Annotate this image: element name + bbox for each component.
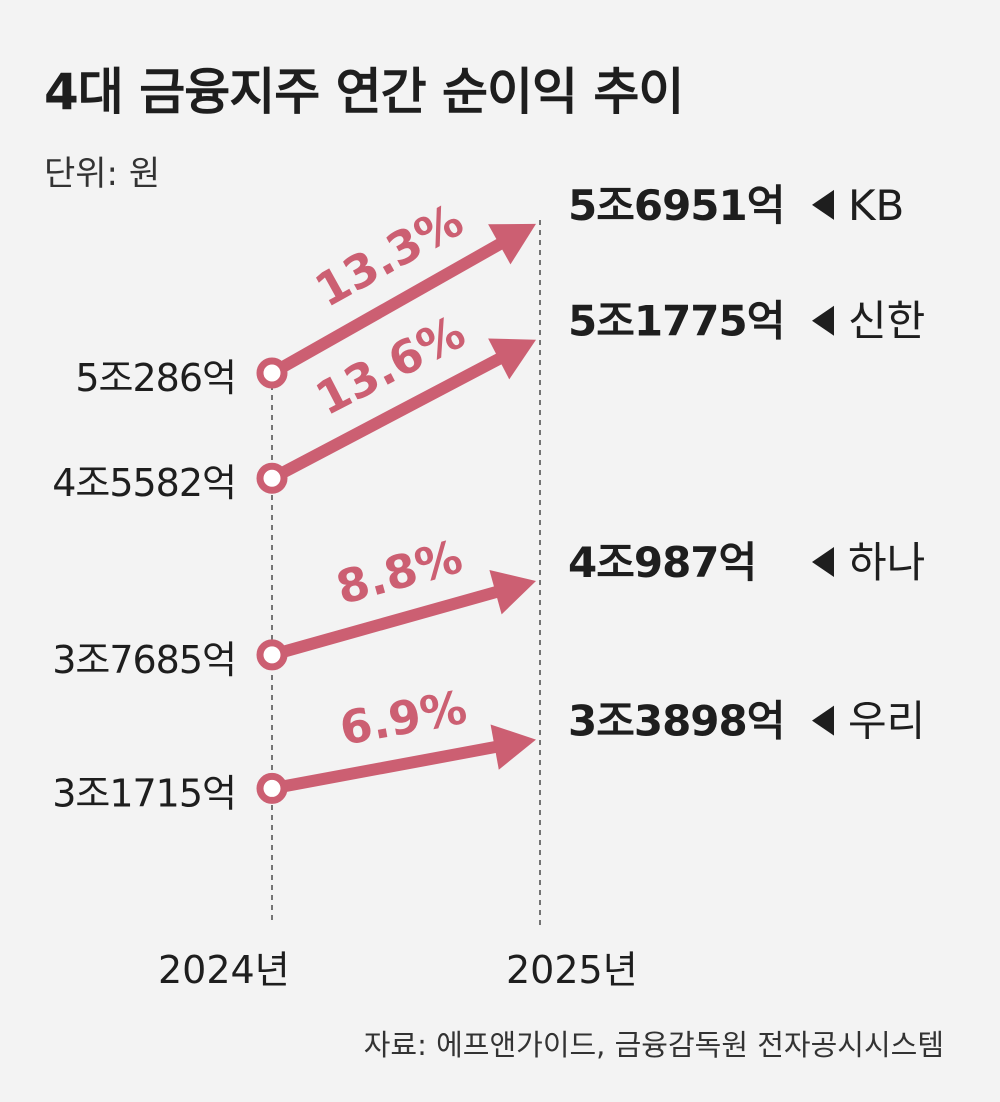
series-3-arrow-line bbox=[283, 585, 501, 657]
x-axis-label-2024: 2024년 bbox=[158, 948, 290, 992]
series-1-pointer-icon bbox=[812, 189, 834, 220]
series-3-label-2025: 4조987억 bbox=[568, 538, 756, 587]
source-note: 자료: 에프앤가이드, 금융감독원 전자공시시스템 bbox=[363, 1028, 944, 1062]
series-3-name: 하나 bbox=[848, 538, 925, 587]
series-4-name: 우리 bbox=[848, 697, 925, 746]
series-2-label-2024: 4조5582억 bbox=[52, 461, 236, 505]
series-4-arrow-line bbox=[284, 740, 500, 792]
chart-title: 4대 금융지주 연간 순이익 추이 bbox=[44, 63, 684, 121]
series-4-arrow-head bbox=[490, 724, 536, 770]
series-2-point-2024 bbox=[256, 462, 288, 494]
series-2-name: 신한 bbox=[848, 297, 925, 346]
series-1-change-label: 13.3% bbox=[306, 193, 472, 318]
series-1-point-2024 bbox=[256, 357, 288, 389]
chart-canvas: 2024년 2025년 5조286억 13.3% 5조6951억 KB 4조5582억 13.… bbox=[52, 181, 925, 992]
series-1-name: KB bbox=[848, 181, 904, 230]
series-2-change-label: 13.6% bbox=[307, 305, 474, 426]
unit-label: 단위: 원 bbox=[44, 154, 161, 194]
series-4-point-2024 bbox=[256, 772, 288, 804]
series-4-label-2024: 3조1715억 bbox=[52, 771, 236, 815]
series-3-pointer-icon bbox=[812, 547, 834, 578]
series-4-change-label: 6.9% bbox=[336, 680, 471, 756]
series-1-arrow-line bbox=[281, 237, 506, 372]
series-1-label-2025: 5조6951억 bbox=[568, 181, 784, 230]
series-3-point-2024 bbox=[256, 639, 288, 671]
series-1-arrow-head bbox=[488, 223, 536, 265]
x-axis-label-2025: 2025년 bbox=[506, 948, 638, 992]
series-3-label-2024: 3조7685억 bbox=[52, 638, 236, 682]
series-1-label-2024: 5조286억 bbox=[75, 356, 236, 400]
series-2-pointer-icon bbox=[812, 305, 834, 336]
series-4-label-2025: 3조3898억 bbox=[568, 697, 784, 746]
series-2-label-2025: 5조1775억 bbox=[568, 297, 784, 346]
series-3-arrow-head bbox=[489, 570, 536, 615]
series-2-arrow-head bbox=[488, 338, 536, 380]
series-2-arrow-line bbox=[281, 351, 506, 478]
series-4-pointer-icon bbox=[812, 705, 834, 736]
